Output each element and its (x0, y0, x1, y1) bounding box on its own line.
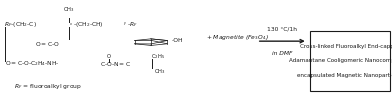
Text: + Magnetite (Fe$_3$O$_4$): + Magnetite (Fe$_3$O$_4$) (206, 33, 269, 42)
Text: -OH: -OH (172, 38, 183, 43)
Text: Adamantane Cooligomeric Nanocomposite-: Adamantane Cooligomeric Nanocomposite- (289, 58, 392, 63)
Text: in DMF: in DMF (272, 51, 292, 56)
Text: 130 °C/1h: 130 °C/1h (267, 27, 297, 32)
Text: O: O (107, 54, 111, 59)
FancyBboxPatch shape (310, 31, 390, 91)
Text: C$_2$H$_5$: C$_2$H$_5$ (151, 52, 165, 61)
Text: Cross-linked Fluoroalkyl End-capped: Cross-linked Fluoroalkyl End-capped (299, 44, 392, 49)
Text: $R_F$-(CH$_2$-C): $R_F$-(CH$_2$-C) (4, 20, 37, 29)
Text: $R_F$ = fluoroalkyl group: $R_F$ = fluoroalkyl group (14, 82, 82, 91)
Text: CH$_3$: CH$_3$ (63, 5, 74, 14)
Text: $_y$: $_y$ (123, 21, 127, 28)
Text: -$R_F$: -$R_F$ (127, 20, 137, 29)
Text: O$=$C-O: O$=$C-O (35, 40, 60, 48)
Text: C-O-N$=$C: C-O-N$=$C (100, 60, 131, 68)
Text: -(CH$_2$-CH): -(CH$_2$-CH) (73, 20, 103, 29)
Text: $_x$: $_x$ (69, 21, 73, 28)
Text: O$=$C-O-C$_2$H$_4$-NH-: O$=$C-O-C$_2$H$_4$-NH- (5, 59, 59, 68)
Text: encapsulated Magnetic Nanoparticles: encapsulated Magnetic Nanoparticles (297, 73, 392, 78)
Text: CH$_3$: CH$_3$ (154, 67, 166, 76)
